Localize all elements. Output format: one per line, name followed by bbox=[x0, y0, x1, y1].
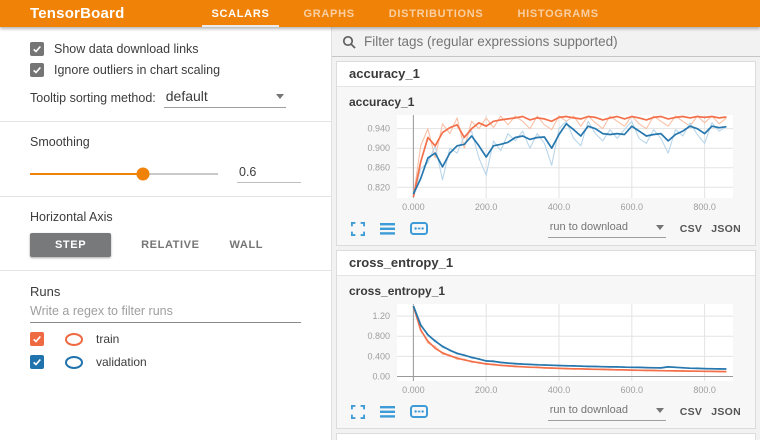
chevron-down-icon bbox=[275, 93, 284, 99]
svg-text:800.0: 800.0 bbox=[693, 385, 716, 395]
slider-thumb[interactable] bbox=[136, 167, 150, 181]
tab-scalars[interactable]: SCALARS bbox=[194, 0, 286, 27]
tag-section-title[interactable]: cross_entropy_1 bbox=[337, 251, 755, 276]
svg-text:0.000: 0.000 bbox=[402, 385, 425, 395]
run-checkbox-checked-icon[interactable] bbox=[30, 332, 44, 346]
svg-text:0.00: 0.00 bbox=[372, 371, 390, 381]
tooltip-sorting-label: Tooltip sorting method: bbox=[30, 90, 156, 105]
smoothing-label: Smoothing bbox=[30, 135, 90, 149]
svg-text:0.900: 0.900 bbox=[367, 143, 390, 153]
axis-wall-button[interactable]: WALL bbox=[229, 239, 264, 251]
runs-list-icon[interactable] bbox=[380, 222, 395, 235]
chevron-down-icon bbox=[655, 224, 664, 230]
ignore-outliers-checkbox[interactable]: Ignore outliers in chart scaling bbox=[30, 63, 301, 77]
svg-text:800.0: 800.0 bbox=[693, 202, 716, 212]
tag-filter-input[interactable] bbox=[364, 34, 750, 49]
top-nav: SCALARS GRAPHS DISTRIBUTIONS HISTOGRAMS bbox=[194, 0, 615, 27]
run-item-validation[interactable]: validation bbox=[30, 355, 301, 369]
json-download-link[interactable]: JSON bbox=[711, 222, 741, 235]
tag-section-cross-entropy: cross_entropy_1 cross_entropy_1 0.00 0.40… bbox=[336, 250, 756, 429]
divider bbox=[0, 196, 331, 197]
tab-distributions[interactable]: DISTRIBUTIONS bbox=[388, 7, 484, 20]
show-data-download-links-checkbox[interactable]: Show data download links bbox=[30, 42, 301, 56]
expand-chart-icon[interactable] bbox=[351, 221, 365, 236]
svg-text:200.0: 200.0 bbox=[475, 202, 498, 212]
settings-sidebar: Show data download links Ignore outliers… bbox=[0, 27, 332, 440]
run-to-download-select[interactable]: run to download bbox=[547, 402, 666, 421]
csv-download-link[interactable]: CSV bbox=[679, 222, 703, 235]
tag-section-title[interactable]: final_training_ops bbox=[337, 434, 755, 440]
horizontal-axis-label: Horizontal Axis bbox=[30, 210, 113, 224]
run-checkbox-checked-icon[interactable] bbox=[30, 355, 44, 369]
svg-text:0.800: 0.800 bbox=[367, 331, 390, 341]
run-to-download-label: run to download bbox=[549, 221, 628, 233]
run-color-swatch-icon bbox=[65, 355, 83, 369]
run-label: validation bbox=[96, 355, 147, 369]
runs-title: Runs bbox=[30, 284, 61, 299]
svg-text:0.940: 0.940 bbox=[367, 124, 390, 134]
app-header: TensorBoard SCALARS GRAPHS DISTRIBUTIONS… bbox=[0, 0, 760, 27]
json-download-link[interactable]: JSON bbox=[711, 405, 741, 418]
svg-text:400.0: 400.0 bbox=[548, 202, 571, 212]
tensorboard-logo: TensorBoard bbox=[30, 5, 125, 22]
smoothing-value-input[interactable]: 0.6 bbox=[237, 165, 301, 183]
checkbox-label: Show data download links bbox=[54, 42, 199, 56]
dashboard-panel: accuracy_1 accuracy_1 0.820 0.860 0.900 0.9… bbox=[332, 27, 760, 440]
tooltip-sorting-dropdown[interactable]: default bbox=[163, 87, 286, 108]
tag-section-final-training-ops: final_training_ops bbox=[336, 433, 756, 440]
checkbox-label: Ignore outliers in chart scaling bbox=[54, 63, 221, 77]
expand-chart-icon[interactable] bbox=[351, 404, 365, 419]
chart-title: accuracy_1 bbox=[349, 95, 415, 109]
tag-filter-bar bbox=[332, 27, 760, 57]
svg-text:0.400: 0.400 bbox=[367, 351, 390, 361]
svg-text:1.20: 1.20 bbox=[372, 311, 390, 321]
tab-graphs[interactable]: GRAPHS bbox=[303, 7, 355, 20]
checkbox-checked-icon bbox=[30, 42, 44, 56]
svg-text:600.0: 600.0 bbox=[621, 385, 644, 395]
checkbox-checked-icon bbox=[30, 63, 44, 77]
runs-regex-input[interactable] bbox=[30, 299, 301, 323]
tab-histograms[interactable]: HISTOGRAMS bbox=[517, 7, 599, 20]
svg-text:600.0: 600.0 bbox=[621, 202, 644, 212]
csv-download-link[interactable]: CSV bbox=[679, 405, 703, 418]
slider-fill bbox=[30, 173, 143, 175]
run-label: train bbox=[96, 332, 120, 346]
chart-title: cross_entropy_1 bbox=[349, 284, 446, 298]
svg-text:200.0: 200.0 bbox=[475, 385, 498, 395]
svg-text:0.000: 0.000 bbox=[402, 202, 425, 212]
svg-text:400.0: 400.0 bbox=[548, 385, 571, 395]
fit-domain-icon[interactable] bbox=[410, 222, 428, 235]
svg-text:0.860: 0.860 bbox=[367, 163, 390, 173]
run-item-train[interactable]: train bbox=[30, 332, 301, 346]
run-to-download-label: run to download bbox=[549, 404, 628, 416]
fit-domain-icon[interactable] bbox=[410, 405, 428, 418]
tag-section-accuracy: accuracy_1 accuracy_1 0.820 0.860 0.900 0.9… bbox=[336, 61, 756, 246]
divider bbox=[0, 270, 331, 271]
search-icon bbox=[342, 35, 356, 49]
smoothing-slider[interactable] bbox=[30, 167, 218, 181]
tooltip-sorting-value: default bbox=[165, 88, 208, 104]
cross-entropy-chart[interactable]: 0.00 0.400 0.800 1.20 0.000 200.0 400.0 600.0 80… bbox=[349, 299, 743, 397]
tag-section-title[interactable]: accuracy_1 bbox=[337, 62, 755, 87]
accuracy-chart[interactable]: 0.820 0.860 0.900 0.940 0.000 200.0 400.0 600.0… bbox=[349, 110, 743, 214]
axis-relative-button[interactable]: RELATIVE bbox=[141, 239, 200, 251]
axis-step-button[interactable]: STEP bbox=[30, 233, 112, 257]
runs-list-icon[interactable] bbox=[380, 405, 395, 418]
run-color-swatch-icon bbox=[65, 332, 83, 346]
divider bbox=[0, 121, 331, 122]
chevron-down-icon bbox=[655, 407, 664, 413]
svg-text:0.820: 0.820 bbox=[367, 182, 390, 192]
run-to-download-select[interactable]: run to download bbox=[547, 219, 666, 238]
